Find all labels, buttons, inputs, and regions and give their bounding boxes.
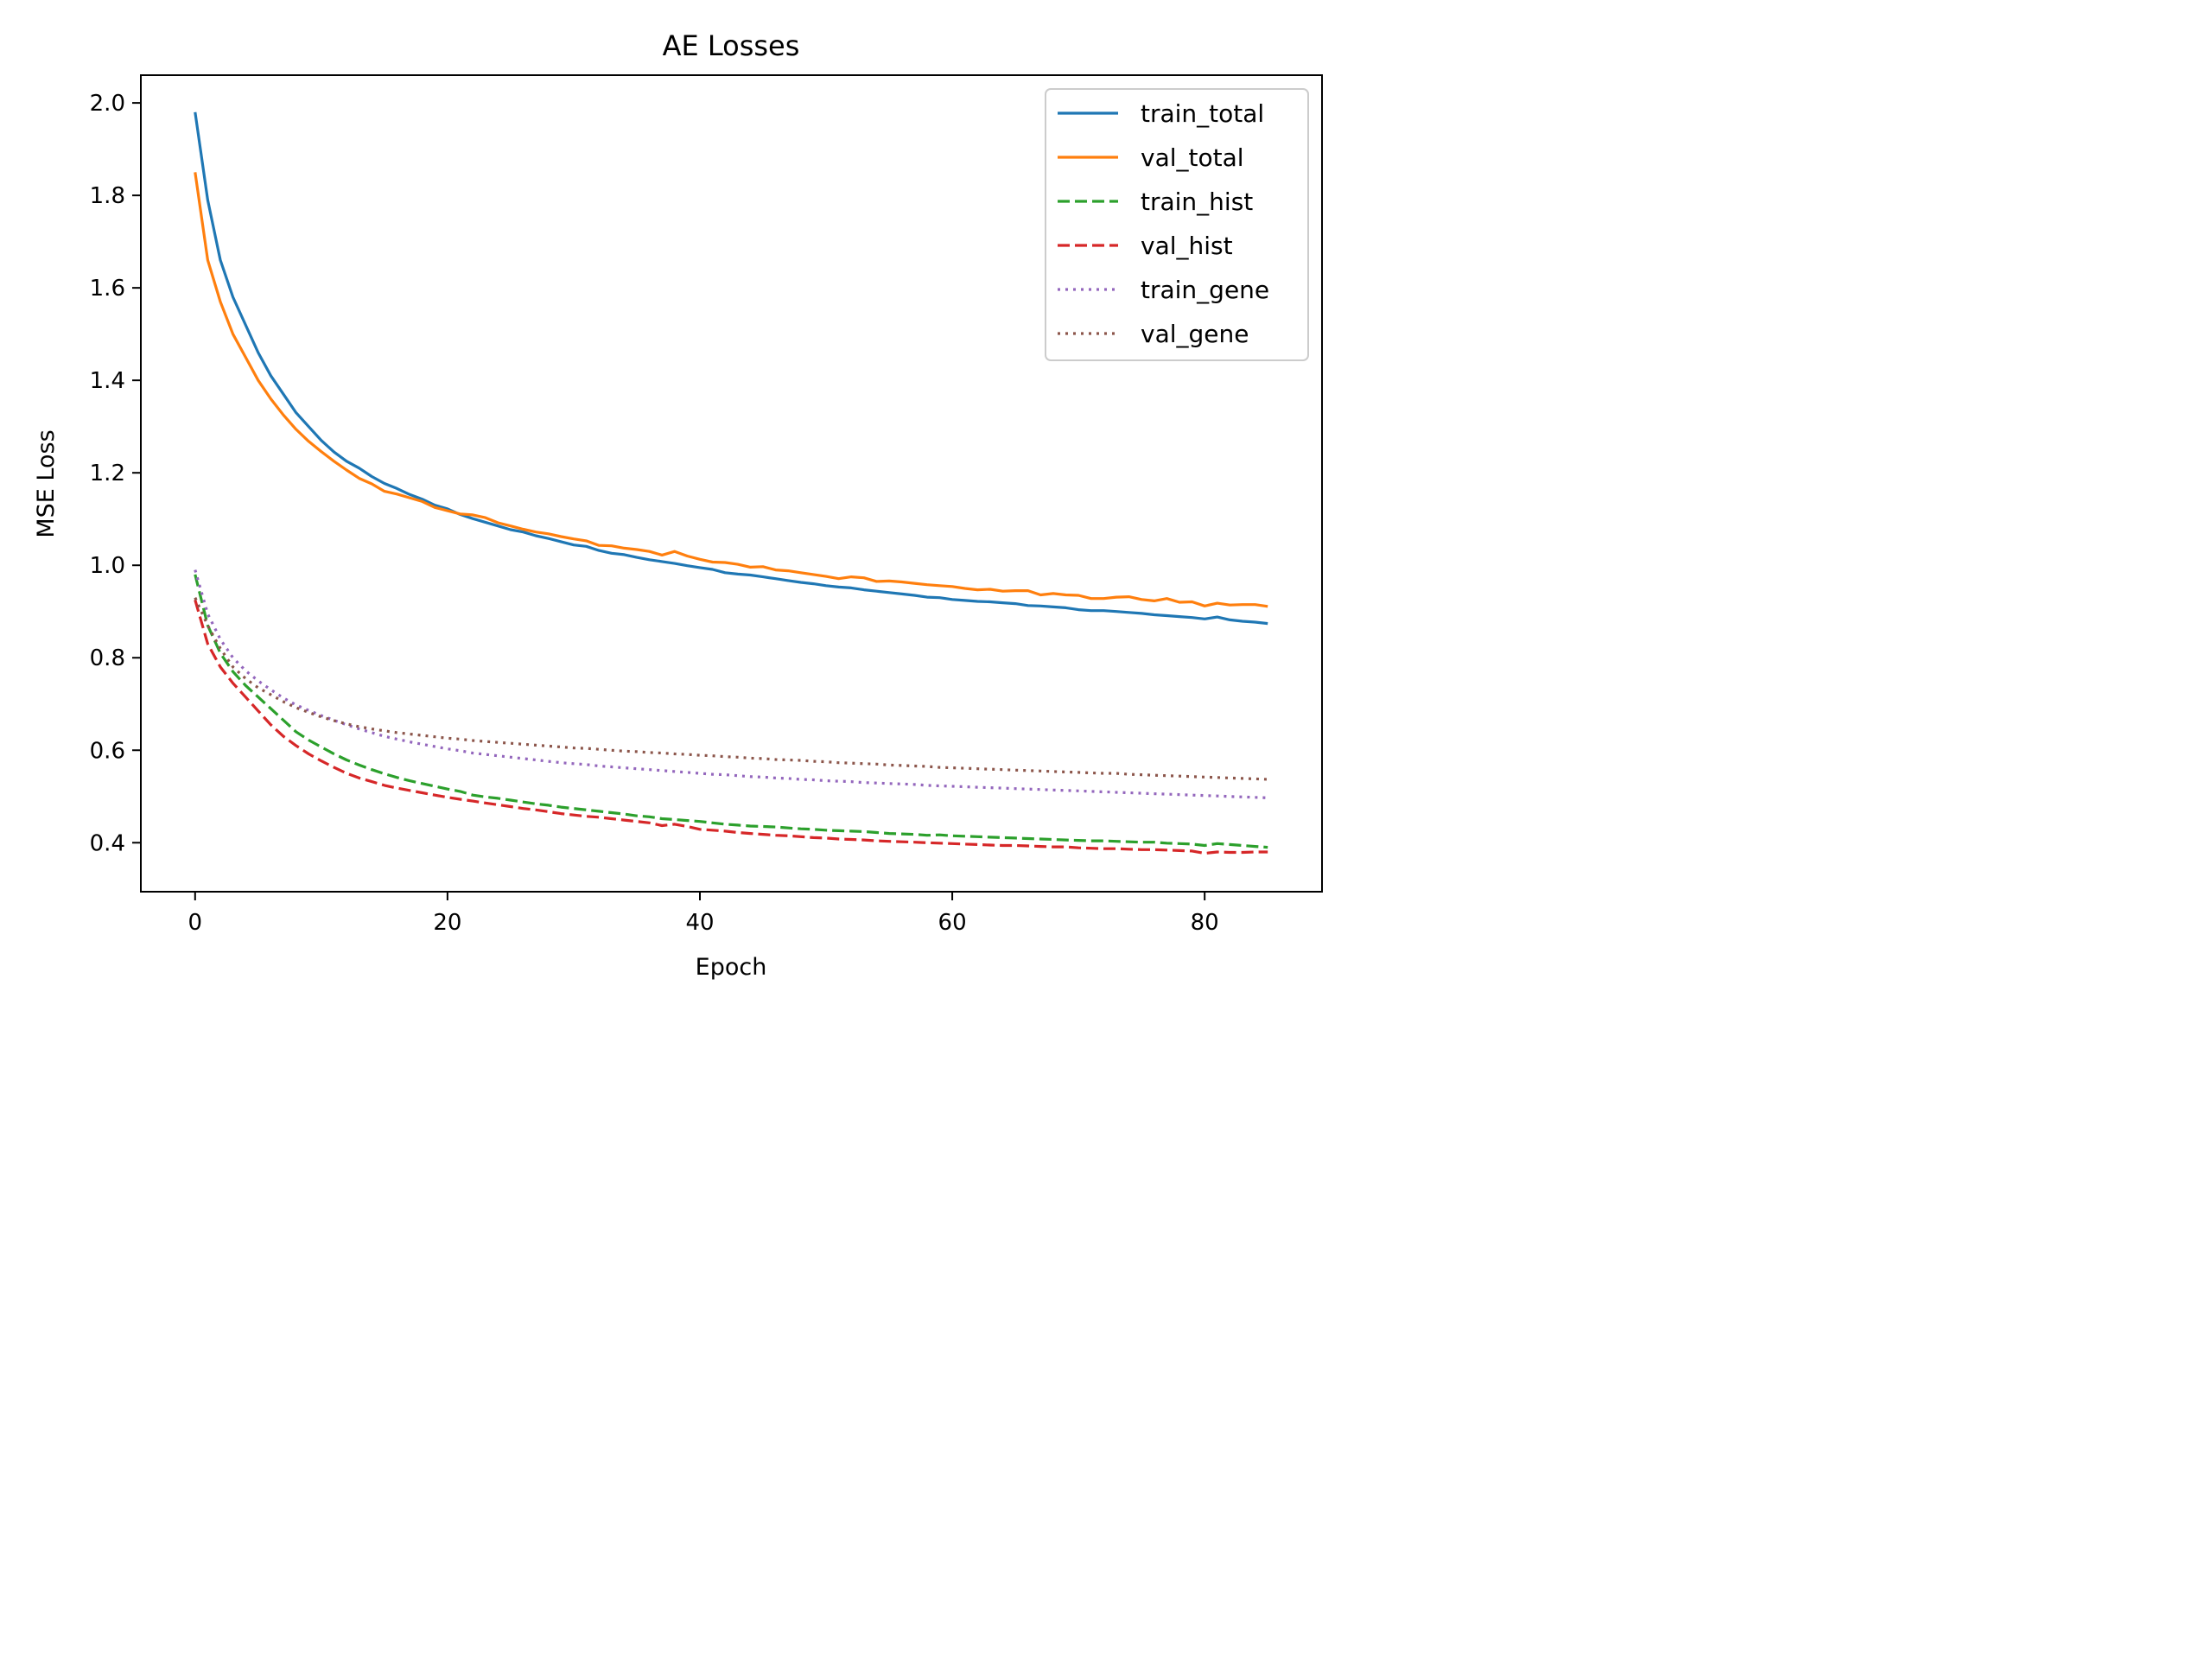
x-tick-label: 20 xyxy=(433,910,461,936)
legend-label-train-hist: train_hist xyxy=(1141,188,1253,216)
series-line-train-total xyxy=(194,111,1268,626)
y-tick-label: 0.6 xyxy=(90,738,125,764)
series-line-val-hist xyxy=(194,599,1268,855)
legend-label-val-total: val_total xyxy=(1141,143,1244,172)
legend-label-train-total: train_total xyxy=(1141,99,1264,128)
legend-label-val-hist: val_hist xyxy=(1141,232,1233,260)
y-tick-label: 1.8 xyxy=(90,183,125,209)
y-axis: 0.4 0.6 0.8 1.0 1.2 1.4 1.6 1.8 2.0 xyxy=(90,91,141,856)
series-layer xyxy=(194,111,1268,855)
x-tick-label: 0 xyxy=(188,910,203,936)
y-tick-label: 1.4 xyxy=(90,368,125,394)
series-line-train-gene xyxy=(194,569,1268,799)
x-tick-label: 40 xyxy=(685,910,714,936)
y-axis-label: MSE Loss xyxy=(33,429,60,537)
line-chart: AE Losses 0 20 40 60 80 0.4 0.6 0.8 1.0 1.2 1.4 1.… xyxy=(0,0,1348,1011)
x-tick-label: 60 xyxy=(938,910,967,936)
y-tick-label: 1.0 xyxy=(90,553,125,579)
x-axis-label: Epoch xyxy=(696,954,767,981)
plot-frame xyxy=(140,74,1323,893)
x-tick-label: 80 xyxy=(1191,910,1219,936)
legend: train_total val_total train_hist val_histtr… xyxy=(1045,88,1309,361)
chart-title: AE Losses xyxy=(663,29,800,62)
y-tick-label: 2.0 xyxy=(90,91,125,117)
legend-label-val-gene: val_gene xyxy=(1141,320,1249,348)
y-tick-label: 0.8 xyxy=(90,645,125,671)
y-tick-label: 1.2 xyxy=(90,461,125,486)
legend-label-train-gene: train_gene xyxy=(1141,276,1269,304)
series-line-train-hist xyxy=(194,574,1268,849)
x-axis: 0 20 40 60 80 xyxy=(188,892,1219,936)
series-line-val-total xyxy=(194,172,1268,608)
y-tick-label: 0.4 xyxy=(90,830,125,856)
series-line-val-gene xyxy=(194,597,1268,781)
y-tick-label: 1.6 xyxy=(90,276,125,302)
